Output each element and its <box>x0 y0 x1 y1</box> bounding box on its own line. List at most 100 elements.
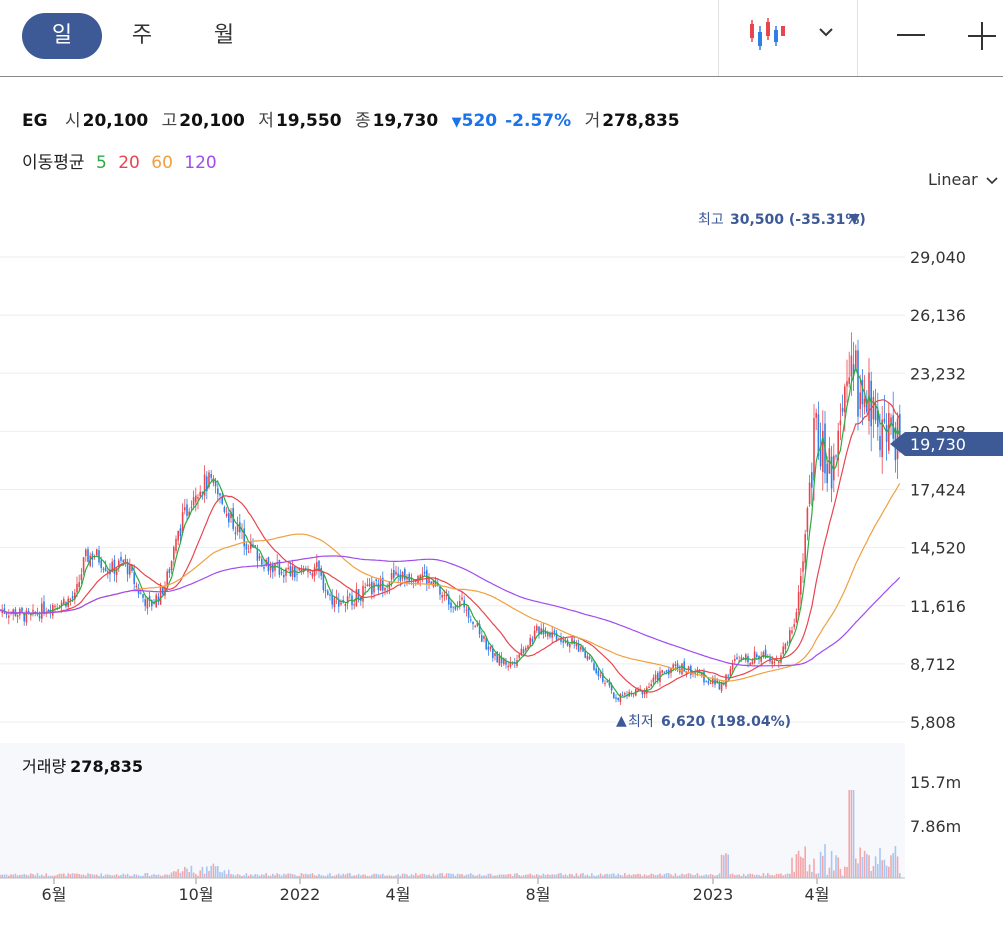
candle-body <box>778 661 780 663</box>
volume-bar <box>555 874 558 878</box>
candle-body <box>540 628 542 635</box>
volume-bar <box>208 871 210 878</box>
candle-body <box>166 571 168 587</box>
volume-panel-bg <box>0 743 905 878</box>
price-chart[interactable]: 29,04026,13623,23220,32817,42414,52011,6… <box>0 190 1003 928</box>
volume-bar <box>679 875 681 878</box>
volume-bar <box>639 874 641 878</box>
volume-bar <box>49 875 52 878</box>
volume-bar <box>305 873 307 878</box>
candle-body <box>476 622 479 626</box>
volume-bar <box>74 873 76 878</box>
scale-mode-select[interactable]: Linear <box>928 170 978 189</box>
volume-bar <box>140 875 142 878</box>
volume-bar <box>606 873 608 878</box>
volume-bar <box>115 874 118 878</box>
candle-body <box>588 656 591 659</box>
candle-body <box>657 672 659 681</box>
volume-value: 278,835 <box>602 111 680 131</box>
candle-body <box>390 573 393 580</box>
volume-bar <box>445 873 448 878</box>
ma-60[interactable]: 60 <box>151 153 173 173</box>
candle-body <box>487 646 490 651</box>
candlestick-type-icon[interactable] <box>748 18 786 52</box>
volume-bar <box>437 874 439 878</box>
volume-bar <box>153 873 155 878</box>
candle-body <box>525 647 527 651</box>
candle-body <box>709 682 712 684</box>
volume-bar <box>584 875 586 878</box>
volume-bar <box>632 874 635 878</box>
volume-bar <box>540 875 542 878</box>
volume-bar <box>111 875 113 878</box>
candle-body <box>111 561 113 572</box>
volume-bar <box>289 873 292 878</box>
volume-bar <box>749 873 751 878</box>
chevron-down-icon[interactable] <box>985 174 999 188</box>
volume-bar <box>69 874 72 878</box>
volume-bar <box>712 874 714 878</box>
volume-bar <box>489 873 492 878</box>
ma-5-line <box>0 366 901 698</box>
volume-bar <box>76 873 78 878</box>
volume-bar <box>190 865 193 878</box>
low-annotation-value: 6,620 (198.04%) <box>661 714 791 730</box>
candle-body <box>672 664 674 670</box>
volume-bar <box>362 874 364 878</box>
candle-body <box>1 610 3 614</box>
high-annotation-label: 최고 <box>698 212 724 228</box>
zoom-in-icon[interactable] <box>968 22 996 50</box>
tab-weekly[interactable]: 주 <box>131 23 153 48</box>
tab-daily[interactable]: 일 <box>22 13 102 59</box>
candle-body <box>703 671 705 683</box>
volume-panel-value: 278,835 <box>70 757 144 776</box>
volume-bar <box>247 875 250 878</box>
time-tick-label: 4월 <box>805 885 830 904</box>
candle-body <box>285 568 287 576</box>
volume-bar <box>571 874 573 878</box>
volume-bar <box>652 874 655 878</box>
volume-bar <box>47 875 50 878</box>
tab-monthly[interactable]: 월 <box>213 23 235 48</box>
volume-bar <box>184 866 186 878</box>
candle-body <box>60 602 63 607</box>
candle-body <box>41 603 43 619</box>
change-value: 520 <box>461 111 498 131</box>
candle-body <box>663 671 666 673</box>
volume-bar <box>597 874 600 878</box>
volume-bar <box>683 874 685 878</box>
candle-body <box>258 556 261 559</box>
ma-5[interactable]: 5 <box>95 153 107 173</box>
candle-body <box>450 602 452 609</box>
volume-bar <box>690 873 692 878</box>
volume-bar <box>212 863 215 878</box>
volume-bar <box>338 873 340 878</box>
zoom-out-icon[interactable] <box>897 34 925 36</box>
volume-bar <box>421 873 424 878</box>
volume-bar <box>828 867 831 878</box>
volume-bar <box>516 873 518 878</box>
volume-bar <box>54 875 56 878</box>
candle-body <box>151 599 153 607</box>
candle-body <box>140 592 142 594</box>
volume-bar <box>709 873 712 878</box>
candle-body <box>542 628 545 635</box>
candle-body <box>749 662 751 665</box>
candle-body <box>580 647 582 650</box>
ma-120[interactable]: 120 <box>184 153 217 173</box>
volume-bar <box>133 874 135 878</box>
volume-bar <box>448 873 450 878</box>
volume-bar <box>280 875 283 878</box>
volume-bar <box>93 874 96 878</box>
candle-body <box>419 575 421 580</box>
volume-bar <box>10 874 12 878</box>
volume-bar <box>846 866 848 878</box>
candle-body <box>439 585 441 595</box>
candle-body <box>890 417 892 423</box>
time-tick-label: 6월 <box>42 885 67 904</box>
volume-bar <box>635 874 637 878</box>
volume-bar <box>285 874 287 878</box>
volume-bar <box>498 874 501 878</box>
chevron-down-icon[interactable] <box>816 22 836 42</box>
ma-20[interactable]: 20 <box>118 153 140 173</box>
